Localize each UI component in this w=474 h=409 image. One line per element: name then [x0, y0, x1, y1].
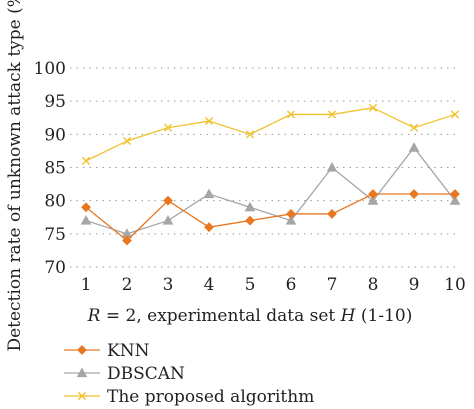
- series-line-the-proposed-algorithm: [85, 107, 456, 162]
- y-tick-label-90: 90: [44, 125, 66, 145]
- x-tick-label-6: 6: [286, 275, 297, 295]
- point-the-proposed-algorithm-1: [81, 156, 91, 165]
- y-tick-label-70: 70: [44, 258, 66, 278]
- point-the-proposed-algorithm-8: [368, 103, 378, 112]
- legend-marker-dbscan: [76, 367, 88, 378]
- legend-marker-knn: [77, 345, 87, 355]
- point-knn-4: [204, 222, 214, 233]
- x-axis-title-part-2: H: [340, 306, 357, 326]
- point-the-proposed-algorithm-7: [327, 110, 337, 119]
- legend-label-knn: KNN: [107, 341, 150, 361]
- point-knn-5: [245, 215, 255, 226]
- point-dbscan-8: [367, 195, 379, 205]
- x-tick-label-4: 4: [204, 275, 215, 295]
- y-tick-label-100: 100: [34, 59, 66, 79]
- y-tick-label-95: 95: [44, 92, 66, 112]
- point-the-proposed-algorithm-10: [450, 110, 460, 119]
- legend-marker-the-proposed-algorithm: [77, 391, 87, 401]
- series-line-knn: [85, 193, 455, 242]
- point-knn-6: [286, 209, 296, 219]
- x-tick-label-5: 5: [245, 275, 256, 295]
- x-tick-label-3: 3: [163, 275, 174, 295]
- y-tick-labels: 70 75 80 85 90 95 100: [34, 59, 66, 278]
- point-the-proposed-algorithm-6: [286, 110, 296, 119]
- point-the-proposed-algorithm-4: [204, 116, 214, 126]
- point-dbscan-7: [326, 161, 338, 172]
- series-line-dbscan: [85, 146, 456, 235]
- x-axis-title: R = 2, experimental data set H (1-10): [87, 306, 413, 326]
- point-knn-8: [368, 189, 378, 199]
- x-tick-label-9: 9: [409, 275, 420, 295]
- x-axis-title-part-1: = 2, experimental data set: [100, 306, 340, 326]
- x-axis-title-part-0: R: [87, 306, 101, 326]
- y-tick-label-80: 80: [44, 192, 66, 212]
- point-knn-1: [81, 202, 91, 213]
- point-dbscan-3: [162, 215, 174, 225]
- point-dbscan-10: [449, 195, 461, 205]
- point-dbscan-5: [244, 201, 256, 212]
- series-the-proposed-algorithm: [81, 103, 460, 165]
- point-dbscan-4: [203, 188, 215, 199]
- legend-label-the-proposed-algorithm: The proposed algorithm: [107, 387, 314, 407]
- point-knn-3: [163, 195, 173, 206]
- series-lines: [80, 103, 461, 246]
- legend-item-the-proposed-algorithm: The proposed algorithm: [64, 387, 314, 407]
- series-knn: [81, 189, 460, 246]
- legend-item-knn: KNN: [64, 341, 150, 361]
- series-dbscan: [80, 142, 461, 238]
- y-tick-label-85: 85: [44, 159, 66, 179]
- point-knn-2: [122, 235, 132, 246]
- point-knn-9: [409, 189, 419, 199]
- point-dbscan-6: [285, 215, 297, 225]
- y-tick-label-75: 75: [44, 225, 66, 245]
- point-the-proposed-algorithm-3: [163, 123, 173, 132]
- x-axis-title-part-3: (1-10): [355, 306, 412, 326]
- legend: KNN DBSCAN The proposed algorithm: [64, 341, 314, 407]
- point-the-proposed-algorithm-9: [409, 123, 419, 132]
- point-dbscan-9: [408, 142, 420, 152]
- point-the-proposed-algorithm-2: [122, 136, 132, 146]
- x-tick-label-1: 1: [81, 275, 92, 295]
- point-knn-10: [450, 189, 460, 199]
- x-tick-labels: 1 2 3 4 5 6 7 8 9 10: [81, 275, 466, 295]
- x-tick-label-8: 8: [368, 275, 379, 295]
- x-tick-label-7: 7: [327, 275, 338, 295]
- x-tick-label-2: 2: [122, 275, 133, 295]
- point-the-proposed-algorithm-5: [245, 130, 255, 139]
- point-dbscan-1: [80, 215, 92, 225]
- legend-label-dbscan: DBSCAN: [107, 364, 185, 384]
- legend-item-dbscan: DBSCAN: [64, 364, 185, 384]
- y-axis-title: Detection rate of unknown attack type (%…: [5, 0, 25, 352]
- x-tick-label-10: 10: [444, 275, 466, 295]
- point-knn-7: [327, 209, 337, 219]
